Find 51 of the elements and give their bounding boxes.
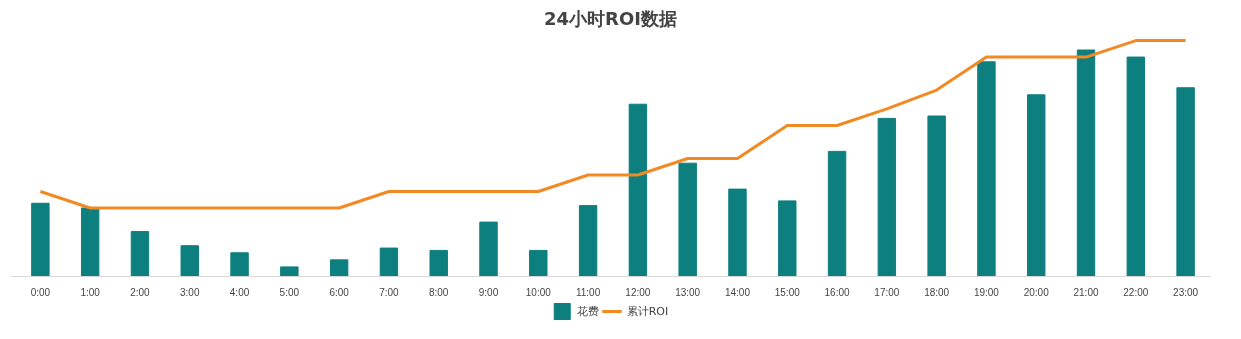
x-tick-label: 20:00 [1023, 287, 1050, 299]
bar [1027, 94, 1046, 277]
bar [977, 61, 996, 277]
bar [827, 150, 847, 277]
chart-title: 24小时ROI数据 [544, 7, 677, 29]
x-tick-label: 3:00 [180, 287, 200, 299]
x-tick-label: 23:00 [1173, 287, 1199, 299]
x-tick-label: 0:00 [30, 287, 51, 299]
x-tick-label: 8:00 [428, 287, 449, 299]
bar [80, 207, 100, 277]
x-tick-label: 2:00 [130, 287, 151, 299]
bar [280, 266, 299, 277]
bar [628, 103, 648, 277]
x-tick-label: 12:00 [625, 287, 651, 299]
bar [578, 205, 598, 277]
bar [678, 162, 697, 277]
x-tick-label: 21:00 [1073, 287, 1099, 299]
x-tick-label: 6:00 [329, 287, 350, 299]
bar [479, 221, 498, 277]
x-tick-label: 1:00 [80, 287, 101, 299]
bar [1126, 56, 1146, 277]
x-tick-label: 9:00 [478, 287, 499, 299]
bar [1176, 87, 1195, 277]
x-tick-label: 15:00 [774, 287, 801, 299]
bar [1076, 49, 1096, 277]
bar [329, 259, 349, 277]
bar [429, 249, 448, 277]
x-tick-label: 7:00 [379, 287, 400, 299]
x-tick-label: 10:00 [525, 287, 552, 299]
x-tick-label: 18:00 [924, 287, 950, 299]
bar [31, 202, 50, 277]
x-tick-label: 13:00 [675, 287, 701, 299]
x-tick-label: 16:00 [824, 287, 851, 299]
bar [379, 247, 399, 277]
bar [778, 200, 797, 277]
x-tick-label: 5:00 [279, 287, 300, 299]
legend-label: 花费 [576, 303, 599, 319]
x-tick-label: 17:00 [874, 287, 900, 299]
bar [230, 252, 249, 277]
bar [180, 245, 199, 277]
bar [529, 249, 548, 277]
bar [130, 231, 150, 277]
x-tick-label: 4:00 [229, 287, 250, 299]
x-tick-label: 14:00 [724, 287, 751, 299]
x-tick-label: 19:00 [973, 287, 1000, 299]
legend-label: 累计ROI [626, 303, 669, 319]
bar [927, 115, 946, 277]
bar [877, 117, 897, 277]
x-tick-label: 11:00 [575, 287, 601, 299]
bar [728, 188, 747, 277]
x-tick-label: 22:00 [1123, 287, 1149, 299]
